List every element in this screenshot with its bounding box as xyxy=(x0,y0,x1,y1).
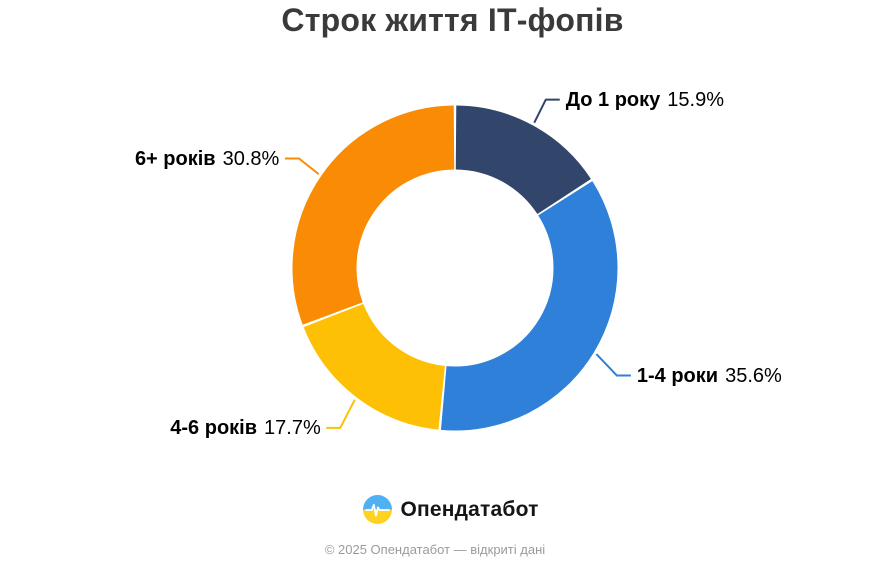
copyright-footer: © 2025 Опендатабот — відкриті дані xyxy=(324,542,546,557)
slice-connector-2 xyxy=(326,399,356,429)
donut-slice-3[interactable] xyxy=(292,105,456,325)
donut-slice-2[interactable] xyxy=(303,302,446,430)
opendatabot-logo-text: Опендатабот xyxy=(400,497,539,521)
slice-label-4-6-years: 4-6 років 17.7% xyxy=(170,415,320,441)
opendatabot-logo[interactable]: Опендатабот xyxy=(16,495,870,524)
slice-label-6-plus-years: 6+ років 30.8% xyxy=(135,146,279,172)
slice-label-1-4-years: 1-4 роки 35.6% xyxy=(637,363,782,389)
slice-percent: 35.6% xyxy=(725,364,782,387)
slice-label-under-1-year: До 1 року 15.9% xyxy=(566,87,724,113)
slice-percent: 17.7% xyxy=(264,416,321,439)
opendatabot-logo-icon xyxy=(363,495,393,524)
donut-slice-1[interactable] xyxy=(441,181,618,431)
slice-percent: 30.8% xyxy=(222,147,280,170)
slice-connector-1 xyxy=(595,353,631,377)
slice-name: 1-4 роки xyxy=(636,364,719,387)
slice-connector-3 xyxy=(284,157,320,175)
slice-name: 6+ років xyxy=(134,147,216,170)
donut-slice-0[interactable] xyxy=(454,105,591,215)
page-title: Строк життя ІТ-фопів xyxy=(281,2,624,38)
slice-percent: 15.9% xyxy=(667,88,724,111)
slice-connector-0 xyxy=(533,98,560,124)
slice-name: 4-6 років xyxy=(170,416,258,439)
slice-name: До 1 року xyxy=(565,88,661,111)
